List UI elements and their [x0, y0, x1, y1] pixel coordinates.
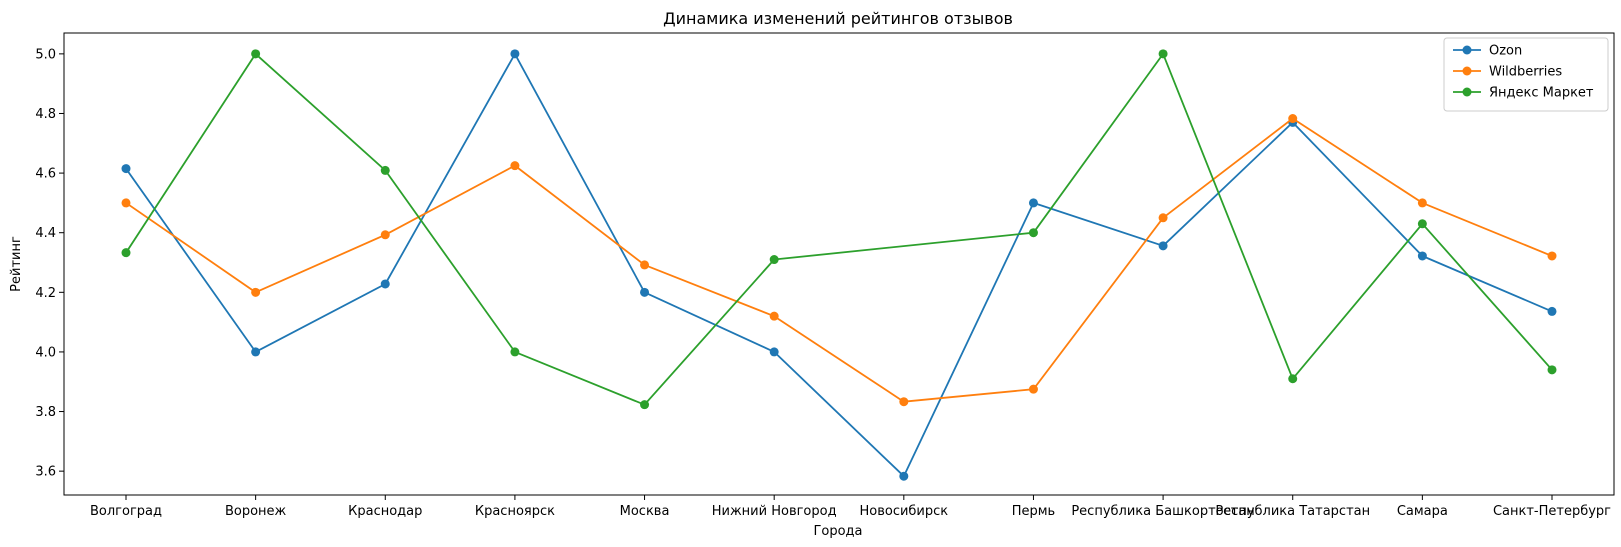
y-tick-label: 3.8 — [35, 405, 56, 420]
chart-title: Динамика изменений рейтингов отзывов — [663, 9, 1013, 28]
data-point — [1547, 365, 1557, 375]
data-point — [121, 164, 131, 174]
series-line — [125, 117, 1553, 403]
x-tick-label: Москва — [620, 504, 670, 519]
y-tick-label: 4.4 — [35, 226, 56, 241]
legend-frame — [1443, 37, 1609, 112]
y-tick-label: 4.6 — [35, 167, 56, 182]
x-tick-label: Волгоград — [90, 504, 162, 519]
x-tick-label: Новосибирск — [859, 504, 948, 519]
legend-label: Ozon — [1489, 44, 1522, 59]
x-tick-label: Нижний Новгород — [712, 504, 837, 519]
data-point — [510, 49, 520, 59]
data-point — [640, 287, 650, 297]
x-tick-label: Воронеж — [225, 504, 287, 519]
data-point — [380, 279, 390, 289]
x-tick-label: Самара — [1397, 504, 1448, 519]
data-point — [1028, 228, 1038, 238]
x-axis: Волгоград Воронеж Краснодар Красноярск Москв… — [90, 495, 1611, 519]
series-1 — [121, 114, 1557, 407]
y-tick-label: 4.0 — [35, 345, 56, 360]
data-point — [510, 347, 520, 357]
data-point — [251, 49, 261, 59]
data-point — [1028, 384, 1038, 394]
data-point — [1547, 306, 1557, 316]
data-point — [1417, 198, 1427, 208]
data-point — [769, 347, 779, 357]
y-tick-label: 3.6 — [35, 465, 56, 480]
legend: Ozon Wildberries Яндекс Маркет — [1443, 37, 1609, 112]
data-point — [1417, 251, 1427, 261]
series-0 — [121, 49, 1557, 481]
data-point — [380, 230, 390, 240]
data-point — [1288, 114, 1298, 124]
data-point — [1028, 198, 1038, 208]
data-point — [769, 311, 779, 321]
data-point — [769, 255, 779, 265]
y-tick-label: 4.8 — [35, 107, 56, 122]
data-point — [1158, 241, 1168, 251]
x-axis-title: Города — [813, 524, 862, 539]
data-point — [121, 248, 131, 258]
data-point — [899, 397, 909, 407]
y-axis-title: Рейтинг — [9, 236, 24, 292]
data-point — [1288, 374, 1298, 384]
data-point — [1158, 49, 1168, 59]
series-line — [125, 53, 1553, 478]
x-tick-label: Красноярск — [475, 504, 555, 519]
data-point — [640, 400, 650, 410]
legend-marker — [1462, 87, 1472, 97]
data-point — [640, 260, 650, 270]
data-point — [1417, 219, 1427, 229]
x-tick-label: Санкт-Петербург — [1493, 504, 1611, 519]
plot-area — [121, 49, 1557, 481]
x-tick-label: Республика Татарстан — [1215, 504, 1370, 519]
data-point — [1158, 213, 1168, 223]
y-axis: 3.6 3.8 4.0 4.2 4.4 4.6 4.8 5.0 — [35, 47, 64, 480]
x-tick-label: Пермь — [1012, 504, 1056, 519]
x-tick-label: Краснодар — [348, 504, 422, 519]
data-point — [380, 165, 390, 175]
x-tick-label: Республика Башкортостан — [1071, 504, 1254, 519]
y-tick-label: 5.0 — [35, 47, 56, 62]
legend-label: Wildberries — [1489, 65, 1562, 80]
legend-label: Яндекс Маркет — [1489, 86, 1594, 101]
legend-marker — [1462, 45, 1472, 55]
data-point — [251, 347, 261, 357]
data-point — [510, 161, 520, 171]
legend-marker — [1462, 66, 1472, 76]
data-point — [1547, 251, 1557, 261]
y-tick-label: 4.2 — [35, 286, 56, 301]
data-point — [899, 471, 909, 481]
data-point — [251, 287, 261, 297]
data-point — [121, 198, 131, 208]
plot-frame — [63, 32, 1615, 496]
series-2 — [121, 49, 1557, 410]
